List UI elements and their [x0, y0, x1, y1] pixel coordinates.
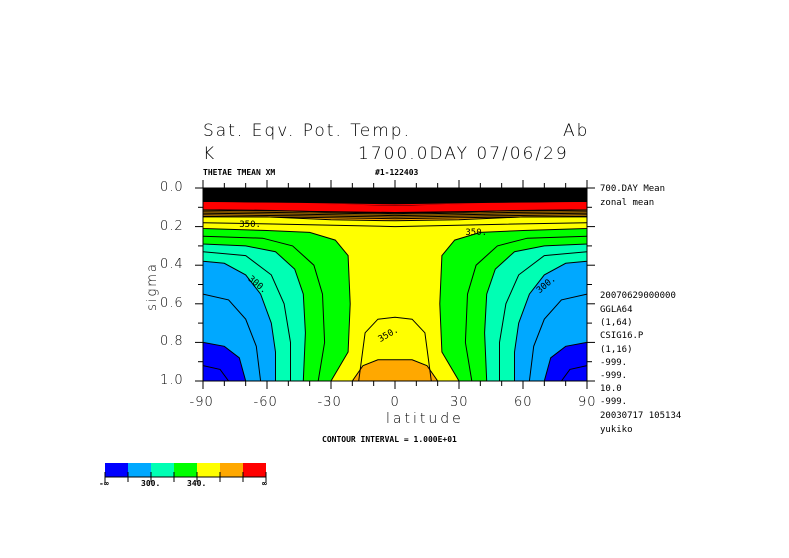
colorbar-box: [128, 463, 151, 477]
shade-blue-right: [543, 341, 587, 381]
contour-line-330: [464, 235, 587, 381]
side-info-line: zonal mean: [600, 198, 655, 208]
y-tick-label: 0.8: [160, 334, 184, 350]
x-tick-label: -60: [253, 395, 278, 410]
variable-name: THETAE TMEAN XM: [203, 168, 276, 177]
x-tick-label: -90: [189, 395, 214, 410]
contour-line-350: [358, 316, 432, 381]
plot-title: Sat. Eqv. Pot. Temp.: [203, 121, 411, 141]
side-info-line: 20070629000000: [600, 291, 676, 301]
contour-line-310: [499, 251, 587, 381]
colorbar-label: 300.: [141, 479, 161, 488]
side-info-line: (1,64): [600, 318, 633, 328]
upper-contour-line: [203, 205, 587, 209]
contour-interval: CONTOUR INTERVAL = 1.000E+01: [322, 435, 457, 444]
y-tick-label: 1.0: [160, 373, 184, 388]
contour-line-310: [203, 251, 291, 381]
upper-contour-line: [203, 211, 587, 215]
contour-line-330: [203, 235, 326, 381]
x-tick-label: -30: [317, 395, 342, 410]
y-axis-label: sigma: [144, 262, 160, 311]
side-info-line: 10.0: [600, 384, 622, 394]
shade-bottom-orange: [351, 359, 439, 381]
upper-contour-line: [203, 214, 587, 218]
upper-contour-line: [203, 202, 587, 206]
colorbar-label: 340.: [187, 479, 207, 488]
x-tick-label: 90: [578, 395, 597, 410]
contour-line-350: [203, 222, 587, 228]
upper-contour-line: [203, 215, 587, 220]
side-info-line: 20030717 105134: [600, 411, 682, 421]
upper-contour-line: [203, 206, 587, 210]
contour-line-270: [560, 365, 587, 381]
colorbar-label: ∞: [262, 479, 267, 488]
contour-line-270: [203, 365, 230, 381]
units-label: K: [203, 144, 217, 164]
side-info-line: GGLA64: [600, 305, 633, 315]
y-tick-label: 0.0: [160, 180, 184, 195]
side-info-line: (1,16): [600, 345, 633, 355]
side-info-line: -999.: [600, 397, 628, 407]
contour-line-290: [528, 293, 587, 381]
side-info-line: 700.DAY Mean: [600, 184, 666, 194]
side-info-line: -999.: [600, 371, 628, 381]
side-info-line: CSIG16.P: [600, 331, 644, 341]
contour-line-290: [203, 293, 262, 381]
colorbar-box: [105, 463, 128, 477]
side-info-line: yukiko: [600, 425, 633, 435]
y-tick-label: 0.2: [160, 218, 184, 234]
shade-blue-left: [203, 341, 247, 381]
contour-label: 350.: [239, 219, 261, 230]
colorbar-box: [243, 463, 266, 477]
colorbar-label: -∞: [99, 479, 109, 488]
upper-contour-line: [203, 209, 587, 214]
plot-area: [203, 188, 587, 381]
y-tick-label: 0.4: [160, 257, 184, 273]
upper-contour-line: [203, 203, 587, 207]
colorbar-box: [220, 463, 243, 477]
upper-contour-line: [203, 208, 587, 212]
upper-contour-line: [203, 212, 587, 217]
contour-label: 350.: [465, 227, 488, 238]
colorbar-box: [197, 463, 220, 477]
shade-region-340: [203, 188, 587, 381]
x-tick-label: 60: [514, 395, 533, 410]
colorbar-box: [174, 463, 197, 477]
side-info-line: -999.: [600, 358, 628, 368]
x-axis-label: latitude: [386, 411, 464, 427]
colorbar-box: [151, 463, 174, 477]
time-label: 1700.0DAY 07/06/29: [358, 144, 569, 164]
x-tick-label: 0: [390, 395, 400, 410]
title-right: Ab: [563, 121, 590, 141]
y-tick-label: 0.6: [160, 295, 184, 311]
run-id: #1-122403: [375, 168, 419, 177]
x-tick-label: 30: [450, 395, 469, 410]
